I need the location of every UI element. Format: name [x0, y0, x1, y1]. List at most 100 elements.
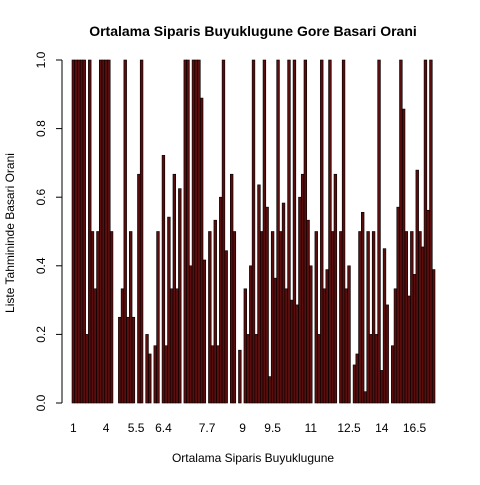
bar: [404, 231, 409, 404]
bar: [273, 277, 278, 404]
bar: [344, 288, 348, 404]
x-tick-label: 14: [375, 421, 389, 435]
chart-title: Ortalama Siparis Buyuklugune Gore Basari…: [89, 23, 417, 39]
y-tick-label: 1.0: [34, 51, 48, 68]
bar: [374, 334, 378, 404]
bar: [325, 269, 329, 404]
bar: [306, 219, 310, 404]
y-tick-label: 0.4: [34, 257, 48, 274]
bar: [257, 184, 261, 404]
bar: [407, 295, 411, 404]
bar: [333, 173, 338, 404]
bar: [292, 59, 297, 404]
bar: [88, 59, 92, 404]
y-tick-label: 0.2: [34, 326, 48, 343]
y-tick-label: 0.8: [34, 120, 48, 137]
x-tick-label: 16.5: [403, 421, 427, 435]
bar: [347, 265, 351, 404]
x-tick-label: 7.7: [199, 421, 216, 435]
bar: [71, 59, 76, 404]
bar: [426, 209, 430, 404]
bar: [107, 59, 111, 404]
bar: [352, 364, 357, 404]
bar: [279, 231, 283, 404]
bar: [77, 59, 81, 404]
bar: [369, 334, 373, 404]
bar: [164, 345, 168, 404]
bar: [287, 59, 291, 404]
x-tick-label: 5.5: [128, 421, 145, 435]
bar: [208, 231, 212, 404]
bar: [79, 59, 84, 404]
bar: [341, 59, 346, 404]
bar: [371, 231, 376, 404]
bar: [221, 59, 226, 404]
bar: [197, 59, 201, 404]
bar: [131, 316, 136, 404]
bar: [175, 288, 179, 404]
bar: [385, 304, 389, 404]
bar: [137, 173, 141, 404]
bar: [120, 288, 125, 404]
bar: [101, 59, 106, 404]
bar: [139, 59, 144, 404]
bar: [219, 196, 223, 404]
y-axis-label: Liste Tahmininde Basari Orani: [3, 153, 17, 313]
bar: [153, 345, 157, 404]
bar: [126, 316, 130, 404]
bar: [412, 274, 417, 404]
bar: [109, 231, 114, 404]
bar: [328, 59, 332, 404]
bar: [161, 155, 166, 404]
bar: [276, 59, 280, 404]
bar: [90, 231, 95, 404]
bar: [246, 334, 250, 404]
bar: [303, 59, 308, 404]
bar: [363, 391, 368, 404]
bar: [216, 345, 220, 404]
bar: [377, 59, 381, 404]
bar: [167, 216, 171, 404]
bar: [82, 59, 86, 404]
bar: [194, 59, 198, 404]
x-tick-label: 1: [70, 421, 77, 435]
bar: [391, 345, 395, 404]
bar: [148, 353, 152, 404]
bar: [230, 173, 234, 404]
x-tick-label: 9.5: [264, 421, 281, 435]
bar: [320, 59, 324, 404]
bar: [189, 265, 193, 404]
bar: [366, 231, 370, 404]
x-tick-label: 6.4: [155, 421, 172, 435]
bar: [213, 219, 217, 404]
bar: [330, 231, 335, 404]
bar: [202, 259, 207, 404]
bar: [314, 231, 318, 404]
x-tick-label: 11: [305, 421, 318, 435]
bar: [423, 59, 428, 404]
bar: [355, 353, 359, 404]
bar: [93, 288, 97, 404]
x-axis: 1 4 5.5 6.4 7.7 9 9.5 11 12.5 14 16.5: [70, 421, 427, 435]
bar: [418, 231, 422, 404]
bar: [317, 334, 321, 404]
bar: [431, 269, 436, 404]
bar: [339, 231, 343, 404]
bar: [270, 231, 275, 404]
bar: [380, 370, 384, 404]
bar: [238, 349, 242, 404]
x-axis-label: Ortalama Siparis Buyuklugune: [172, 451, 334, 465]
bar: [98, 59, 103, 404]
bar: [145, 334, 149, 404]
bar: [393, 288, 398, 404]
bar: [396, 206, 400, 404]
bar: [169, 288, 174, 404]
bar: [183, 59, 187, 404]
bar: [96, 231, 100, 404]
bar: [224, 250, 228, 404]
bar: [210, 345, 215, 404]
bar: [361, 211, 365, 404]
bar: [249, 265, 253, 404]
bar: [260, 231, 264, 404]
